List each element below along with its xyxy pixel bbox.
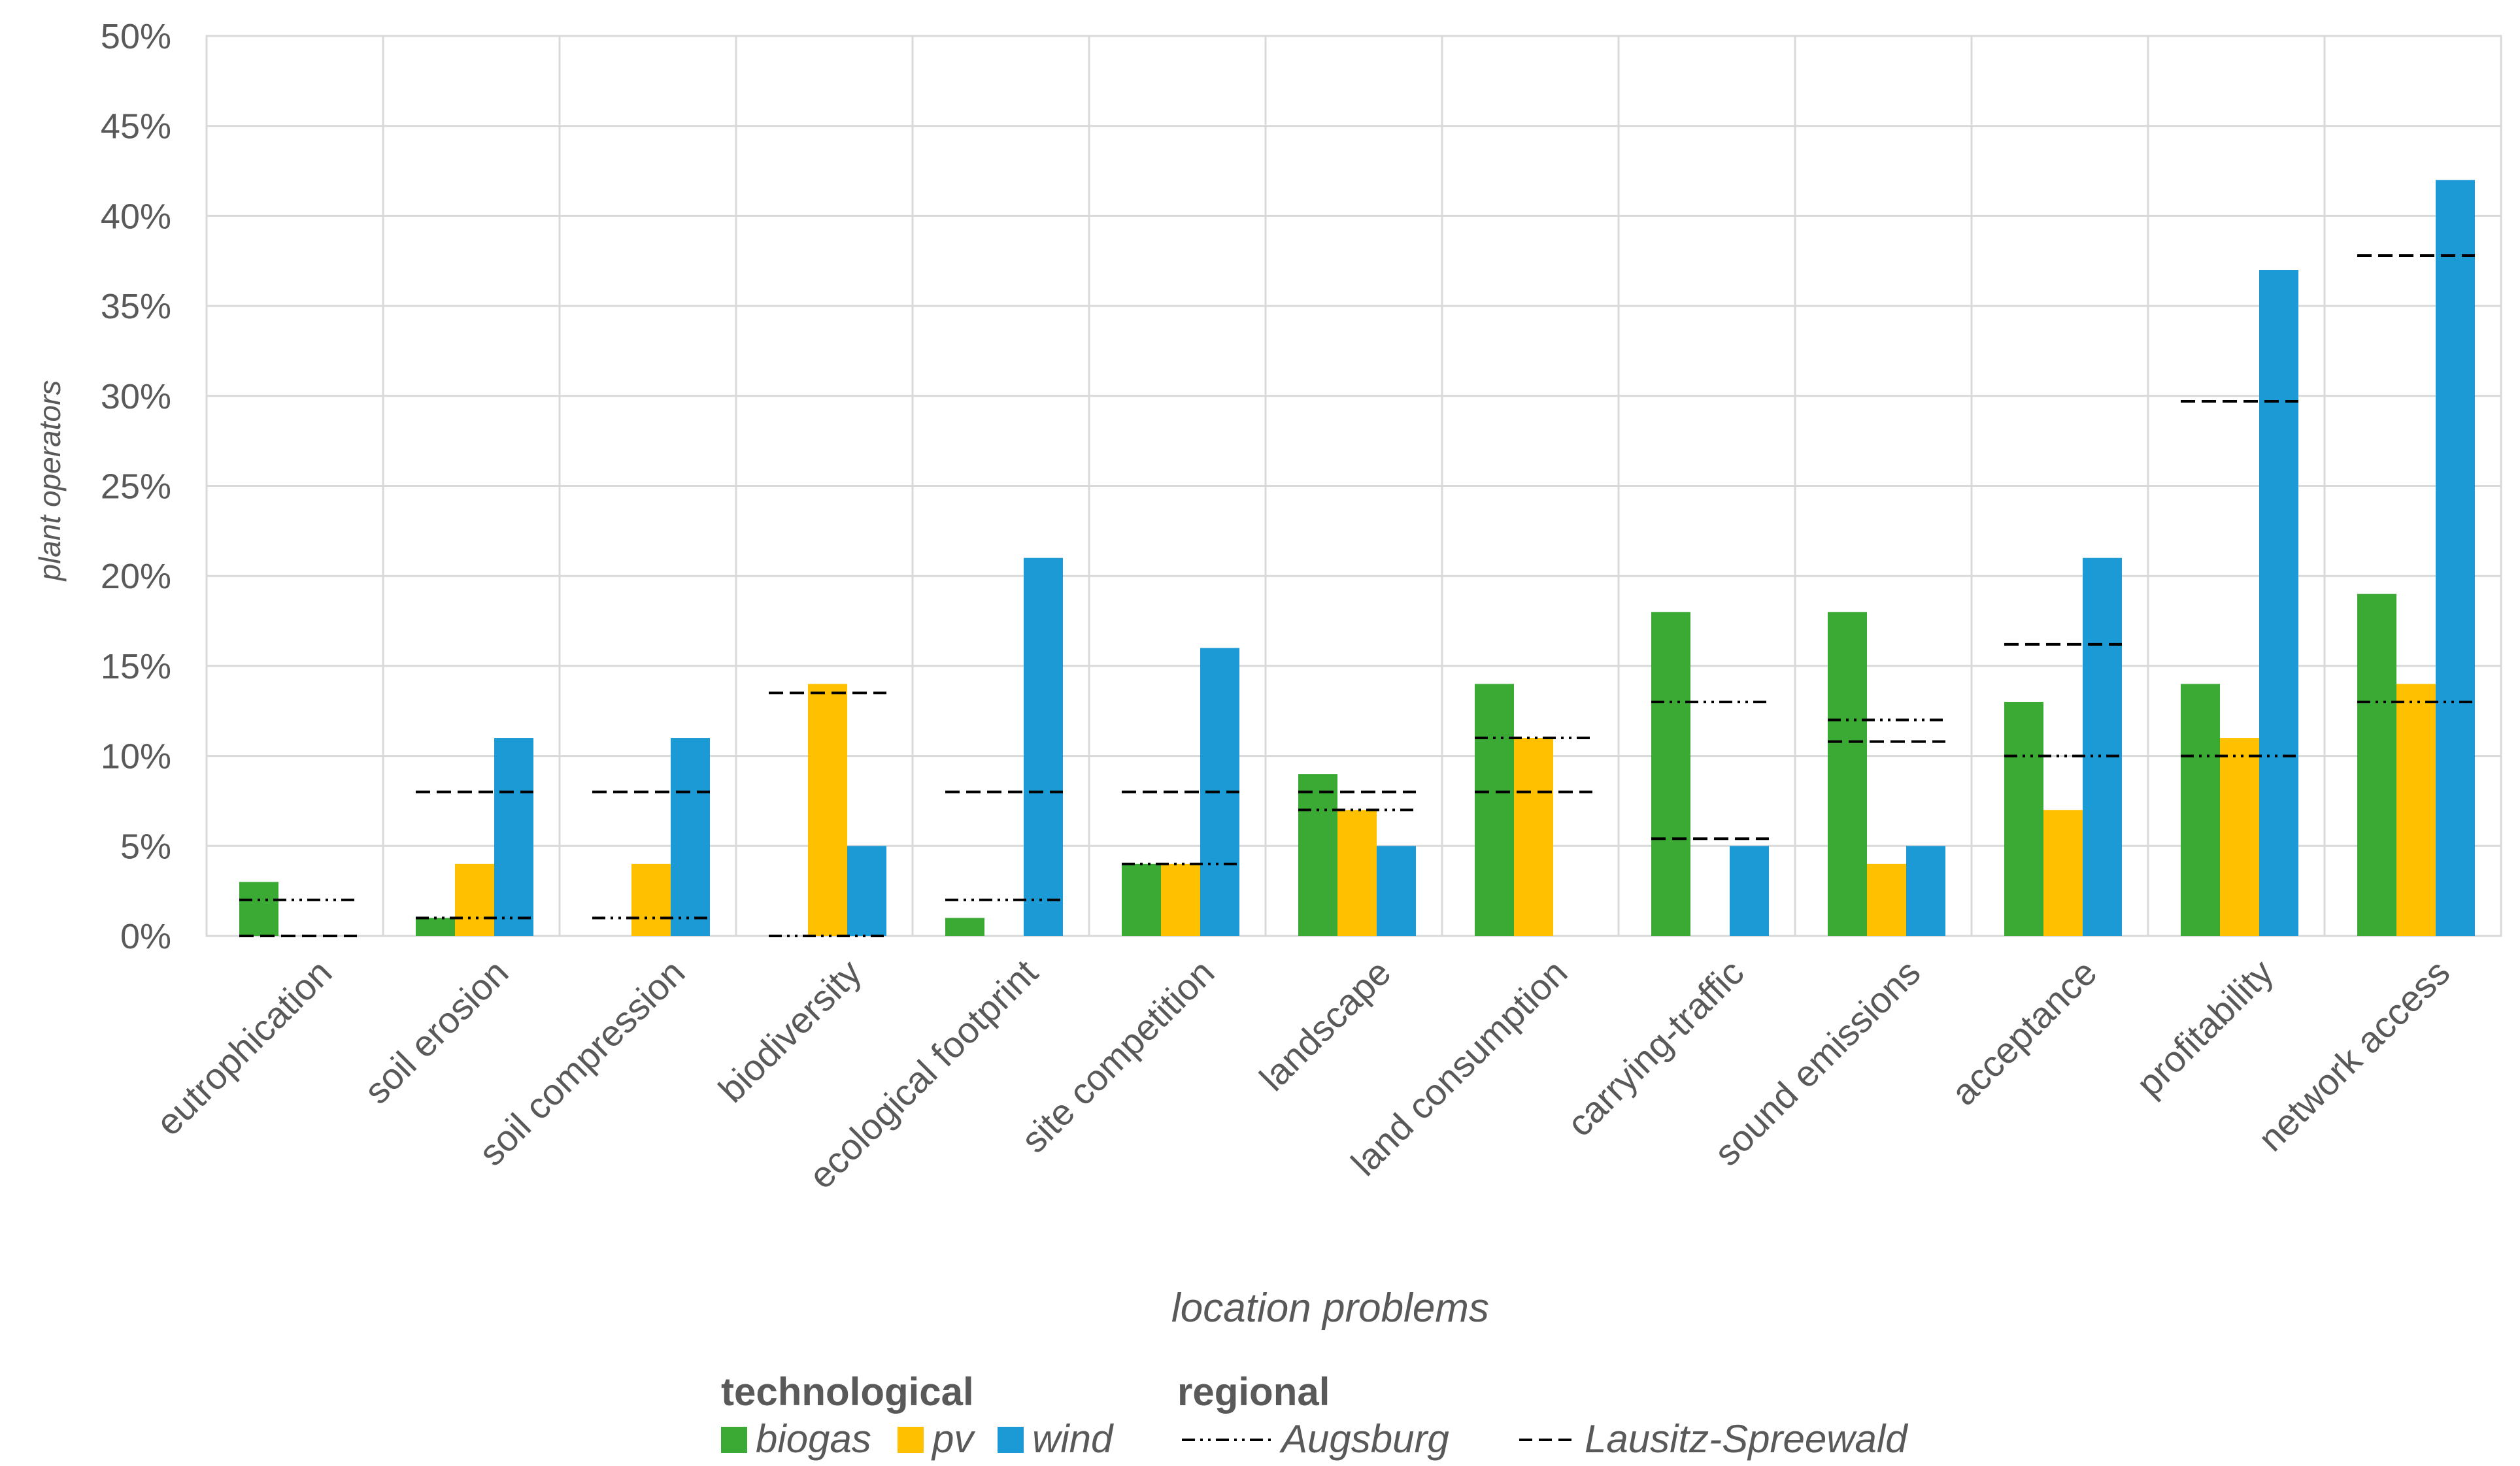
bar-wind — [2436, 180, 2475, 936]
bar-biogas — [2181, 684, 2220, 936]
y-axis-title: plant operators — [33, 380, 67, 582]
bar-biogas — [1475, 684, 1514, 936]
legend-label-augsburg: Augsburg — [1279, 1417, 1449, 1461]
x-category-label: landscape — [1251, 952, 1398, 1099]
bar-wind — [847, 846, 886, 936]
bar-wind — [1377, 846, 1416, 936]
y-tick-label: 45% — [101, 107, 171, 146]
x-category-label: soil erosion — [356, 952, 516, 1112]
regional-markers — [239, 254, 2475, 937]
bars — [239, 180, 2475, 936]
x-category-label: carrying-traffic — [1559, 952, 1752, 1144]
legend-label-wind: wind — [1032, 1417, 1114, 1461]
bar-pv — [631, 863, 671, 936]
bar-pv — [808, 684, 847, 936]
bar-biogas — [2357, 593, 2396, 936]
gridlines — [205, 35, 2502, 937]
bar-biogas — [945, 918, 984, 936]
y-tick-label: 35% — [101, 287, 171, 326]
bar-biogas — [1828, 612, 1867, 936]
bar-biogas — [1298, 774, 1337, 936]
bar-wind — [494, 738, 533, 936]
x-axis-title: location problems — [1171, 1286, 1489, 1331]
bar-biogas — [1651, 612, 1690, 936]
legend-swatch-biogas — [721, 1427, 747, 1453]
bar-pv — [1337, 810, 1377, 936]
x-category-label: eutrophication — [148, 952, 339, 1143]
bar-wind — [1730, 846, 1769, 936]
legend: technological regional biogas pv wind Au… — [721, 1370, 1908, 1461]
y-tick-label: 10% — [101, 737, 171, 776]
y-tick-label: 30% — [101, 377, 171, 416]
bar-wind — [1024, 558, 1063, 936]
x-category-label: acceptance — [1943, 952, 2104, 1113]
bar-pv — [1867, 863, 1906, 936]
bar-biogas — [2004, 701, 2043, 936]
y-tick-label: 20% — [101, 557, 171, 596]
bar-pv — [1514, 738, 1553, 936]
bar-biogas — [239, 882, 278, 936]
x-category-label: site competition — [1013, 952, 1222, 1161]
legend-label-biogas: biogas — [756, 1417, 871, 1461]
y-tick-label: 0% — [120, 917, 171, 956]
x-category-label: profitability — [2128, 952, 2281, 1105]
x-category-label: network access — [2250, 952, 2457, 1159]
y-tick-label: 40% — [101, 197, 171, 236]
bar-pv — [2043, 810, 2083, 936]
bar-pv — [2396, 684, 2436, 936]
legend-heading-technological: technological — [721, 1370, 974, 1414]
bar-pv — [455, 863, 494, 936]
bar-pv — [1161, 863, 1200, 936]
bar-biogas — [1122, 863, 1161, 936]
legend-label-pv: pv — [931, 1417, 975, 1461]
bar-wind — [2083, 558, 2122, 936]
bar-wind — [2259, 270, 2298, 936]
y-tick-label: 50% — [101, 17, 171, 56]
x-category-label: biodiversity — [711, 952, 869, 1110]
legend-heading-regional: regional — [1177, 1370, 1330, 1414]
y-axis-ticks: 0% 5% 10% 15% 20% 25% 30% 35% 40% 45% 50% — [101, 17, 171, 956]
legend-label-lausitz-spreewald: Lausitz-Spreewald — [1585, 1417, 1908, 1461]
legend-swatch-wind — [998, 1427, 1024, 1453]
y-tick-label: 15% — [101, 647, 171, 686]
bar-wind — [671, 738, 710, 936]
y-tick-label: 5% — [120, 827, 171, 866]
bar-pv — [2220, 738, 2259, 936]
bar-biogas — [416, 918, 455, 936]
legend-swatch-pv — [898, 1427, 924, 1453]
y-tick-label: 25% — [101, 467, 171, 507]
bar-wind — [1906, 846, 1945, 936]
